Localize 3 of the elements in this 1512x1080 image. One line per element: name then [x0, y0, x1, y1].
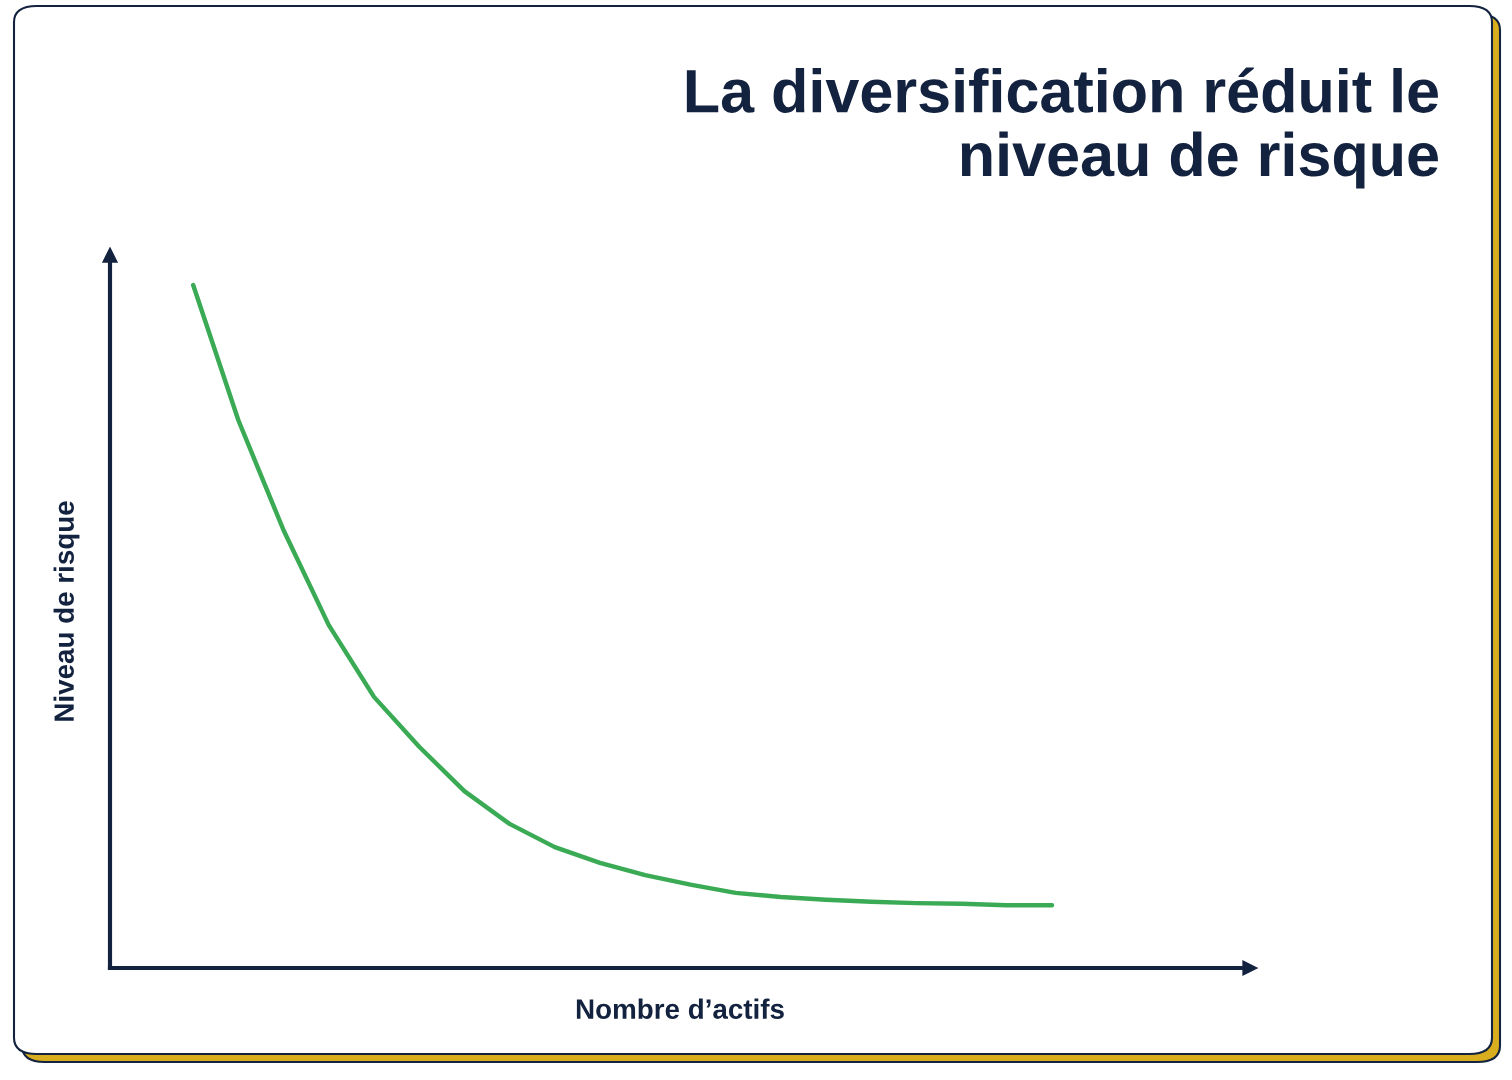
- chart-title: La diversification réduit le niveau de risque: [686, 67, 1438, 189]
- x-axis-title: Nombre d’actifs: [576, 998, 784, 1019]
- y-axis-title: Niveau de risque: [53, 501, 80, 721]
